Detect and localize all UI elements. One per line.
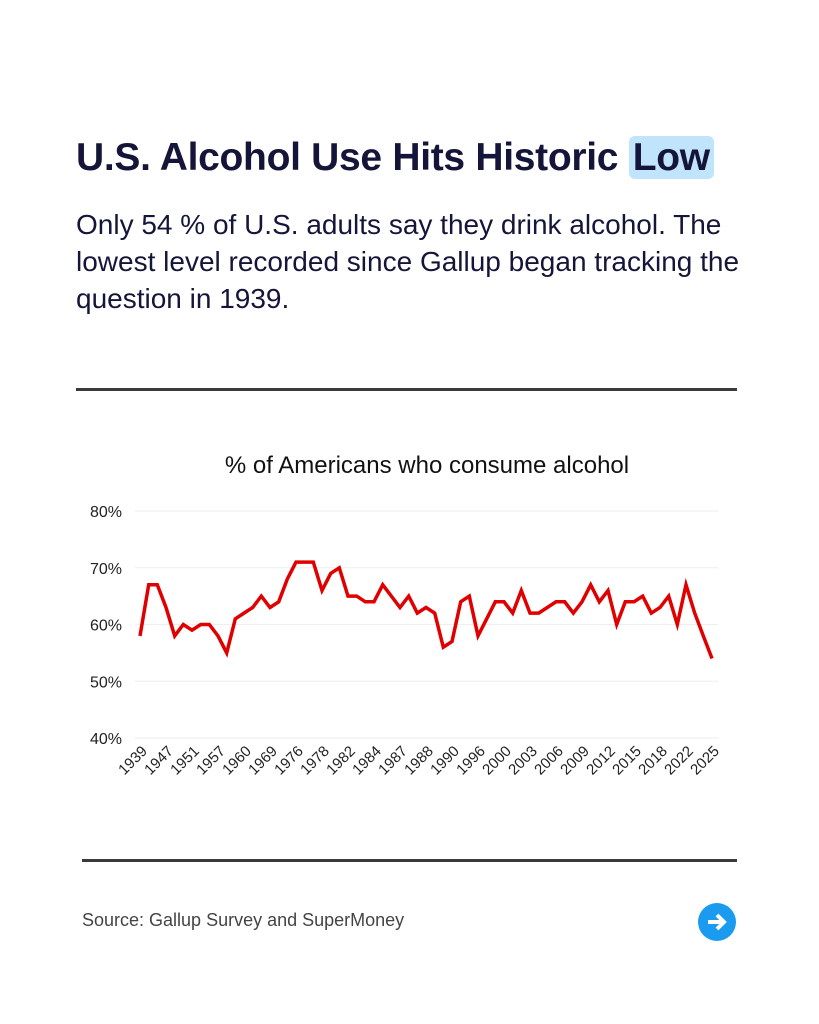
x-tick-label: 1947	[141, 743, 177, 779]
y-tick-label: 70%	[90, 561, 122, 578]
x-tick-label: 1982	[323, 743, 359, 779]
x-tick-label: 1939	[115, 743, 151, 779]
x-tick-label: 1988	[401, 743, 437, 779]
x-tick-label: 2003	[505, 743, 541, 779]
x-tick-label: 1951	[167, 743, 203, 779]
y-tick-label: 80%	[90, 504, 122, 521]
x-tick-label: 2012	[583, 743, 619, 779]
x-tick-label: 1960	[219, 743, 255, 779]
arrow-right-icon	[708, 913, 727, 931]
x-tick-label: 1969	[245, 743, 281, 779]
x-tick-label: 2009	[557, 743, 593, 779]
x-tick-label: 1978	[297, 743, 333, 779]
subtitle: Only 54 % of U.S. adults say they drink …	[76, 209, 740, 314]
x-tick-label: 2000	[479, 743, 515, 779]
x-tick-label: 1984	[349, 743, 385, 779]
x-tick-label: 2015	[609, 743, 645, 779]
x-tick-label: 1990	[427, 743, 463, 779]
y-tick-label: 50%	[90, 674, 122, 691]
title-highlight: Low	[628, 136, 714, 179]
x-tick-label: 1976	[271, 743, 307, 779]
x-tick-label: 2018	[635, 743, 671, 779]
y-tick-label: 40%	[90, 731, 122, 748]
x-tick-label: 2025	[687, 743, 723, 779]
x-tick-label: 1996	[453, 743, 489, 779]
y-tick-label: 60%	[90, 618, 122, 635]
data-line	[138, 560, 714, 660]
next-button[interactable]	[698, 903, 736, 941]
bottom-divider	[82, 859, 737, 862]
x-tick-label: 2006	[531, 743, 567, 779]
page-title: U.S. Alcohol Use Hits Historic Low	[76, 130, 714, 186]
x-tick-label: 1957	[193, 743, 229, 779]
x-tick-label: 2022	[661, 743, 697, 779]
source-text: Source: Gallup Survey and SuperMoney	[82, 910, 405, 930]
chart-title: % of Americans who consume alcohol	[224, 452, 630, 479]
top-divider	[76, 388, 737, 391]
x-tick-label: 1987	[375, 743, 411, 779]
